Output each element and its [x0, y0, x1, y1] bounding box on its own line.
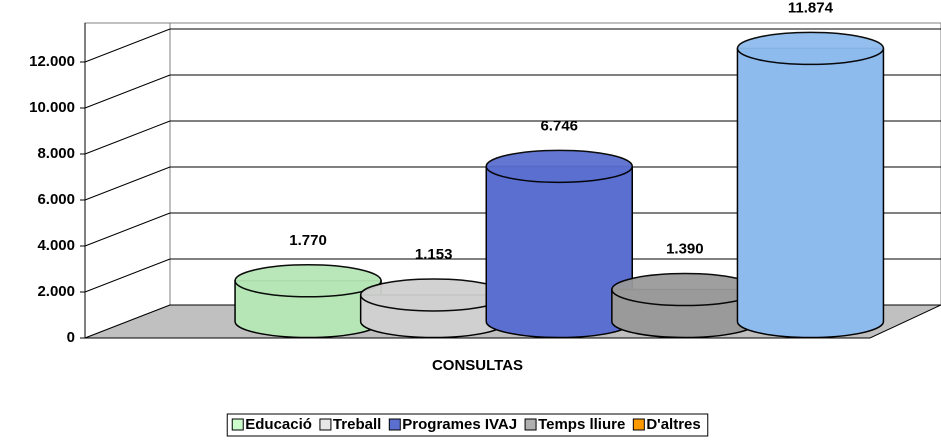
y-tick-label: 2.000: [37, 283, 75, 300]
legend-label: Educació: [245, 416, 312, 433]
y-tick-label: 10.000: [29, 99, 75, 116]
grid-line: [84, 166, 171, 201]
y-tick-label: 4.000: [37, 237, 75, 254]
legend: Educació Treball Programes IVAJ Temps lliur…: [231, 416, 701, 433]
legend-label: Treball: [333, 416, 381, 433]
cylinder-top: [359, 278, 508, 312]
cylinder: [485, 149, 633, 339]
grid-line: [84, 212, 171, 247]
legend-label: Programes IVAJ: [402, 416, 517, 433]
x-tick-label: CONSULTAS: [432, 357, 523, 374]
grid-line: [84, 74, 171, 109]
value-label: 1.153: [415, 246, 453, 263]
value-label: 11.874: [788, 0, 834, 16]
cylinder-body: [485, 165, 633, 339]
legend-label: Temps lliure: [538, 416, 625, 433]
grid-line: [84, 120, 171, 155]
cylinder: [611, 272, 759, 339]
legend-swatch: [388, 418, 401, 431]
value-label: 6.746: [540, 117, 578, 134]
legend-swatch: [231, 418, 244, 431]
cylinder-top: [485, 149, 633, 184]
legend-swatch: [524, 418, 537, 431]
y-tick-label: 8.000: [37, 145, 75, 162]
grid-line: [84, 258, 171, 293]
grid-line: [84, 28, 171, 63]
cylinder: [736, 31, 885, 339]
cylinder-top: [234, 264, 382, 298]
y-tick-label: 12.000: [29, 53, 75, 70]
cylinder-top: [611, 272, 759, 307]
cylinder: [234, 264, 382, 339]
legend-swatch: [632, 418, 645, 431]
legend-box: [226, 413, 709, 437]
cylinder-top: [736, 31, 885, 66]
cylinder-body: [736, 47, 885, 339]
value-label: 1.770: [289, 232, 327, 249]
legend-swatch: [319, 418, 332, 431]
value-label: 1.390: [666, 240, 704, 257]
y-tick-label: 0: [67, 329, 75, 346]
y-tick-label: 6.000: [37, 191, 75, 208]
legend-label: D'altres: [646, 416, 700, 433]
side-wall: [84, 22, 171, 339]
cylinder: [359, 278, 508, 339]
